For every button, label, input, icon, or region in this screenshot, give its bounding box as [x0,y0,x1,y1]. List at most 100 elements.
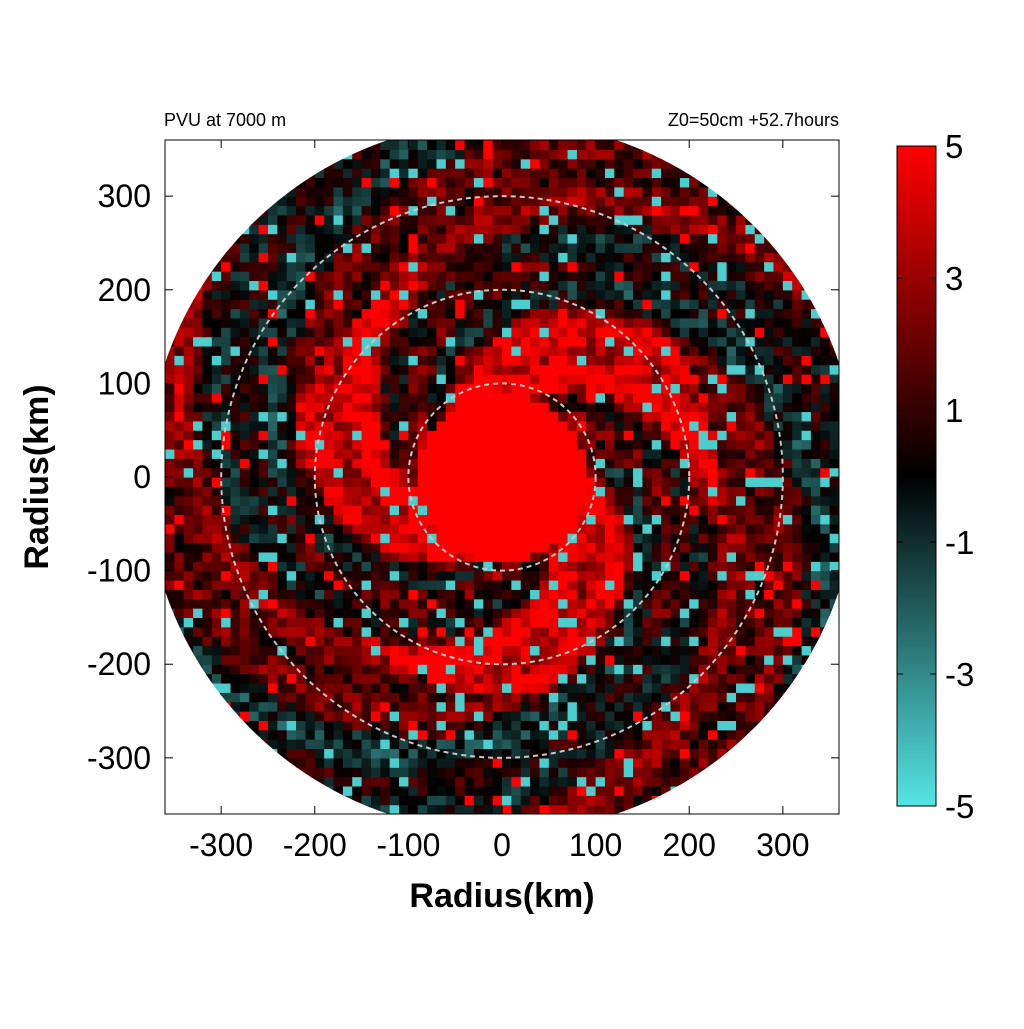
heatmap-cell [689,430,700,441]
heatmap-cell [258,420,269,431]
heatmap-cell [314,514,325,525]
heatmap-cell [670,495,681,506]
heatmap-cell [230,327,241,338]
heatmap-cell [352,242,363,253]
heatmap-cell [380,561,391,572]
heatmap-cell [679,654,690,665]
heatmap-cell [548,402,559,413]
heatmap-cell [324,233,335,244]
heatmap-cell [539,608,550,619]
heatmap-cell [773,682,784,693]
heatmap-cell [342,402,353,413]
heatmap-cell [764,551,775,562]
heatmap-cell [548,280,559,291]
heatmap-cell [782,664,793,675]
heatmap-cell [614,654,625,665]
heatmap-cell [473,364,484,375]
heatmap-cell [698,579,709,590]
heatmap-cell [417,720,428,731]
heatmap-cell [277,729,288,740]
heatmap-cell [399,757,409,768]
heatmap-cell [324,711,335,721]
heatmap-cell [408,767,419,778]
heatmap-cell [698,711,709,721]
heatmap-cell [221,654,232,665]
heatmap-cell [511,205,522,216]
heatmap-cell [464,570,475,581]
heatmap-cell [511,271,522,282]
heatmap-cell [661,645,672,656]
heatmap-cell [539,233,550,244]
heatmap-cell [698,664,709,675]
heatmap-cell [651,682,662,693]
heatmap-cell [717,626,728,637]
heatmap-cell [352,261,363,272]
heatmap-cell [576,392,587,403]
heatmap-cell [436,514,447,525]
heatmap-cell [417,551,428,562]
heatmap-cell [305,205,316,216]
heatmap-cell [810,355,821,366]
heatmap-cell [239,345,250,356]
heatmap-cell [773,364,784,375]
heatmap-cell [614,299,625,310]
heatmap-cell [782,495,793,506]
heatmap-cell [595,542,606,553]
heatmap-cell [502,140,512,150]
heatmap-cell [548,355,559,366]
heatmap-cell [698,458,709,469]
heatmap-cell [342,654,353,665]
heatmap-cell [267,327,278,338]
heatmap-cell [773,636,784,647]
heatmap-cell [558,692,569,703]
heatmap-cell [764,364,775,375]
heatmap-cell [679,608,690,619]
heatmap-cell [726,608,737,619]
heatmap-cell [408,579,419,590]
heatmap-cell [530,664,541,675]
heatmap-cell [267,242,278,253]
heatmap-cell [492,402,503,413]
heatmap-cell [502,495,512,506]
heatmap-cell [539,514,550,525]
heatmap-cell [530,477,541,487]
heatmap-cell [651,420,662,431]
heatmap-cell [623,402,634,413]
heatmap-cell [745,402,756,413]
heatmap-cell [417,598,428,609]
heatmap-cell [305,682,316,693]
heatmap-cell [230,336,241,347]
heatmap-cell [473,486,484,497]
heatmap-cell [548,168,559,179]
heatmap-cell [277,420,288,431]
heatmap-cell [445,448,456,459]
heatmap-cell [473,392,484,403]
heatmap-cell [651,748,662,759]
heatmap-cell [314,439,325,450]
heatmap-cell [492,748,503,759]
heatmap-cell [492,271,503,282]
heatmap-cell [689,345,700,356]
heatmap-cell [277,355,288,366]
heatmap-cell [267,271,278,282]
heatmap-cell [352,402,363,413]
heatmap-cell [464,439,475,450]
heatmap-cell [586,402,597,413]
heatmap-cell [726,729,737,740]
heatmap-cell [502,289,512,300]
heatmap-cell [258,486,269,497]
heatmap-cell [604,804,615,814]
heatmap-cell [520,720,531,731]
heatmap-cell [520,177,531,188]
heatmap-cell [342,645,353,656]
heatmap-cell [473,561,484,572]
heatmap-cell [604,795,615,806]
heatmap-cell [342,214,353,225]
heatmap-cell [314,289,325,300]
heatmap-cell [370,242,381,253]
heatmap-cell [193,654,204,665]
heatmap-cell [230,261,241,272]
heatmap-cell [567,336,578,347]
heatmap-cell [558,486,569,497]
heatmap-cell [221,345,232,356]
